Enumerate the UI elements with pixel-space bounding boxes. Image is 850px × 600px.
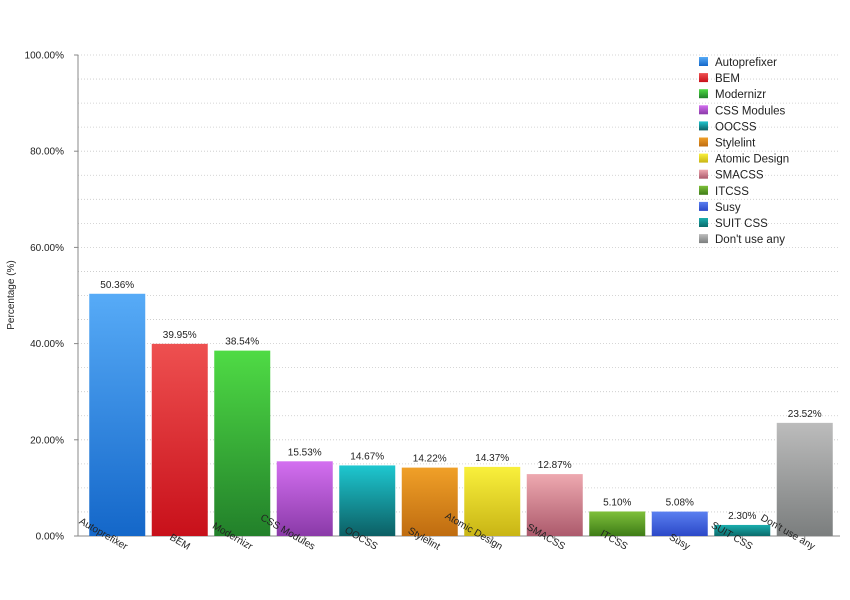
legend-label: ITCSS [715, 186, 749, 198]
data-label: 50.36% [100, 280, 134, 291]
y-tick-label: 100.00% [25, 51, 65, 62]
legend-label: Modernizr [715, 89, 766, 101]
legend-label: Don't use any [715, 234, 785, 246]
legend-swatch [699, 121, 708, 131]
data-label: 23.52% [788, 409, 822, 420]
bar [214, 350, 271, 536]
legend-swatch [699, 137, 708, 147]
data-label: 5.08% [666, 498, 694, 509]
legend-swatch [699, 73, 708, 83]
y-tick-label: 20.00% [30, 435, 64, 446]
data-labels: 50.36% 39.95% 38.54% 15.53% 14.67% 14.22% 14.3… [100, 280, 822, 522]
data-label: 15.53% [288, 447, 322, 458]
legend-swatch [699, 218, 708, 227]
data-label: 38.54% [225, 337, 259, 348]
y-tick-label: 60.00% [30, 243, 64, 254]
legend-swatch [699, 185, 708, 195]
legend-label: SUIT CSS [715, 218, 768, 230]
legend-label: BEM [715, 73, 740, 85]
legend: Autoprefixer BEM Modernizr CSS Modules OOCSS… [699, 57, 789, 246]
legend-swatch [699, 201, 708, 211]
bars [89, 293, 833, 536]
legend-label: Stylelint [715, 138, 756, 150]
bar [151, 343, 208, 536]
bar [651, 511, 708, 536]
data-label: 14.67% [350, 451, 384, 462]
legend-swatch [699, 234, 708, 244]
bar [714, 524, 771, 536]
data-label: 5.10% [603, 497, 631, 508]
bar [339, 465, 396, 536]
y-tick-label: 0.00% [36, 532, 64, 543]
y-tick-label: 80.00% [30, 147, 64, 158]
data-label: 2.30% [728, 511, 756, 522]
legend-swatch [699, 89, 708, 99]
bar [401, 467, 458, 536]
legend-label: OOCSS [715, 121, 757, 133]
legend-swatch [699, 57, 708, 66]
legend-swatch [699, 105, 708, 115]
data-label: 12.87% [538, 460, 572, 471]
legend-label: CSS Modules [715, 105, 786, 117]
legend-swatch [699, 153, 708, 163]
legend-label: SMACSS [715, 170, 764, 182]
y-tick-label: 40.00% [30, 339, 64, 350]
bar [276, 461, 333, 536]
bar [89, 293, 146, 536]
legend-label: Autoprefixer [715, 57, 777, 69]
y-axis-title: Percentage (%) [6, 260, 17, 329]
data-label: 14.22% [413, 454, 447, 465]
legend-label: Atomic Design [715, 154, 789, 166]
bar [589, 511, 646, 536]
data-label: 14.37% [475, 453, 509, 464]
bar [776, 422, 833, 536]
legend-swatch [699, 169, 708, 179]
legend-label: Susy [715, 202, 741, 214]
data-label: 39.95% [163, 330, 197, 341]
bar [464, 466, 521, 536]
bar [526, 474, 583, 536]
